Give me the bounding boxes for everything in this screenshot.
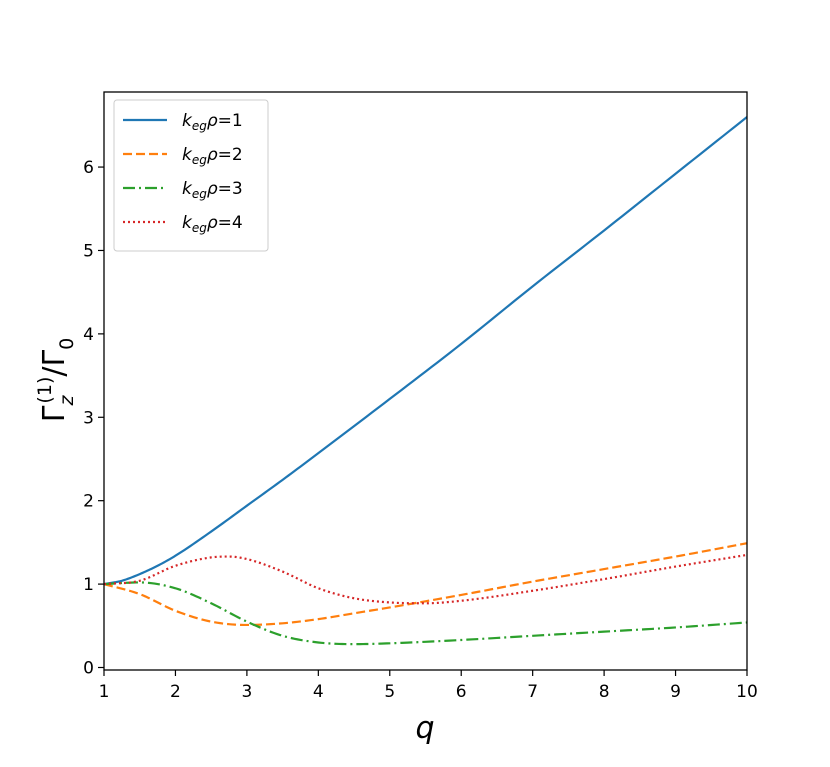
- x-tick-label: 10: [736, 682, 758, 702]
- legend-label-2: kegρ=2: [182, 145, 243, 167]
- y-tick-label: 5: [83, 241, 94, 261]
- series-line-4: [104, 553, 747, 605]
- y-tick-label: 0: [83, 658, 94, 678]
- y-tick-label: 6: [83, 158, 94, 178]
- legend-label-4: kegρ=4: [182, 213, 243, 235]
- y-tick-label: 4: [83, 325, 94, 345]
- x-tick-label: 3: [241, 682, 252, 702]
- series-layer: [104, 116, 747, 646]
- svg-text:Γz(1)/Γ0: Γz(1)/Γ0: [34, 338, 78, 423]
- y-tick-label: 3: [83, 408, 94, 428]
- x-tick-label: 5: [384, 682, 395, 702]
- y-axis-ticks: 0 1 2 3 4 5 6: [83, 158, 104, 678]
- axes-frame: [103, 91, 748, 671]
- x-tick-label: 9: [670, 682, 681, 702]
- legend: kegρ=1 kegρ=2 kegρ=3 kegρ=4: [113, 99, 269, 252]
- x-axis-label: q: [415, 711, 434, 746]
- y-axis-label: Γz(1)/Γ0: [34, 338, 78, 423]
- x-tick-label: 6: [456, 682, 467, 702]
- y-tick-label: 2: [83, 492, 94, 512]
- x-tick-label: 4: [313, 682, 324, 702]
- legend-label-1: kegρ=1: [182, 111, 243, 133]
- x-tick-label: 1: [99, 682, 110, 702]
- x-axis-ticks: 1 2 3 4 5 6 7 8 9 10: [99, 670, 758, 702]
- x-tick-label: 2: [170, 682, 181, 702]
- y-tick-label: 1: [83, 575, 94, 595]
- x-tick-label: 7: [527, 682, 538, 702]
- series-line-1: [104, 116, 747, 586]
- series-line-2: [104, 542, 747, 627]
- x-tick-label: 8: [599, 682, 610, 702]
- legend-frame: [113, 99, 269, 252]
- legend-label-3: kegρ=3: [182, 179, 243, 201]
- series-line-3: [104, 581, 747, 646]
